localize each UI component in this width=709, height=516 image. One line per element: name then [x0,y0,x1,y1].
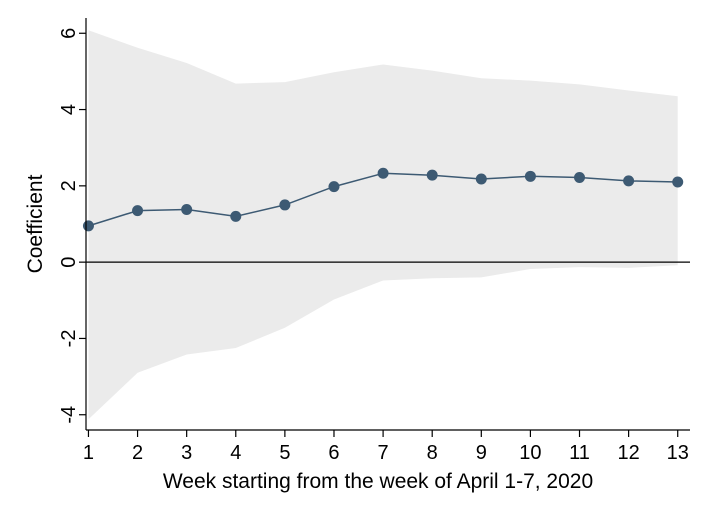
x-ticks: 1 2 3 4 5 6 7 8 9 10 11 12 13 [83,430,689,464]
x-tick-label: 5 [279,442,290,464]
data-point [524,170,536,182]
y-ticks: -4 -2 0 2 4 6 [58,28,86,424]
x-tick-label: 1 [83,442,94,464]
data-point [574,171,586,183]
data-point [328,181,340,193]
data-point [279,199,291,211]
x-tick-label: 9 [476,442,487,464]
y-tick-label: -4 [58,406,80,424]
x-axis: 1 2 3 4 5 6 7 8 9 10 11 12 13 [83,429,690,464]
x-tick-label: 3 [181,442,192,464]
x-axis-title: Week starting from the week of April 1-7… [163,470,593,493]
confidence-band [88,30,678,420]
y-tick-label: 4 [58,104,80,115]
x-tick-label: 4 [230,442,241,464]
x-tick-label: 13 [667,442,689,464]
y-tick-label: 2 [58,180,80,191]
data-point [132,205,144,217]
x-tick-label: 8 [427,442,438,464]
plot-area [82,30,690,420]
x-tick-label: 12 [617,442,639,464]
y-axis: -4 -2 0 2 4 6 [58,18,87,430]
y-tick-label: 0 [58,257,80,268]
data-point [475,173,487,185]
y-tick-label: 6 [58,28,80,39]
data-point [672,176,684,188]
data-point [230,210,242,222]
data-point [82,220,94,232]
y-axis-title: Coefficient [24,174,47,273]
data-point [181,204,193,216]
x-tick-label: 2 [132,442,143,464]
x-tick-label: 7 [378,442,389,464]
x-tick-label: 10 [519,442,541,464]
data-point [426,169,438,181]
data-points [82,167,684,232]
x-tick-label: 11 [569,442,590,464]
data-point [377,167,389,179]
x-tick-label: 6 [328,442,339,464]
data-point [623,175,635,187]
y-tick-label: -2 [58,330,80,348]
